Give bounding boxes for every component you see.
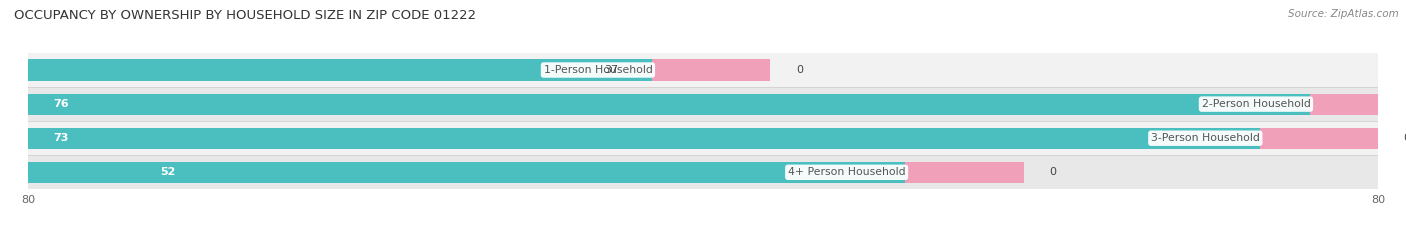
- Text: Source: ZipAtlas.com: Source: ZipAtlas.com: [1288, 9, 1399, 19]
- Bar: [11, 87, 1378, 121]
- Bar: [1310, 93, 1406, 115]
- Text: 73: 73: [53, 133, 69, 143]
- Text: 37: 37: [605, 65, 619, 75]
- Text: 4+ Person Household: 4+ Person Household: [787, 167, 905, 177]
- Text: 52: 52: [160, 167, 176, 177]
- Bar: [905, 162, 1024, 183]
- Bar: [11, 155, 1378, 189]
- Bar: [11, 53, 1378, 87]
- Text: 0: 0: [1403, 133, 1406, 143]
- Bar: [28, 162, 905, 183]
- Bar: [28, 59, 652, 81]
- Text: OCCUPANCY BY OWNERSHIP BY HOUSEHOLD SIZE IN ZIP CODE 01222: OCCUPANCY BY OWNERSHIP BY HOUSEHOLD SIZE…: [14, 9, 477, 22]
- Bar: [1260, 128, 1378, 149]
- Bar: [28, 128, 1260, 149]
- Text: 76: 76: [53, 99, 69, 109]
- Text: 3-Person Household: 3-Person Household: [1152, 133, 1260, 143]
- Bar: [652, 59, 770, 81]
- Bar: [11, 121, 1378, 155]
- Text: 2-Person Household: 2-Person Household: [1202, 99, 1310, 109]
- Text: 0: 0: [1049, 167, 1056, 177]
- Text: 1-Person Household: 1-Person Household: [544, 65, 652, 75]
- Bar: [28, 93, 1310, 115]
- Text: 0: 0: [796, 65, 803, 75]
